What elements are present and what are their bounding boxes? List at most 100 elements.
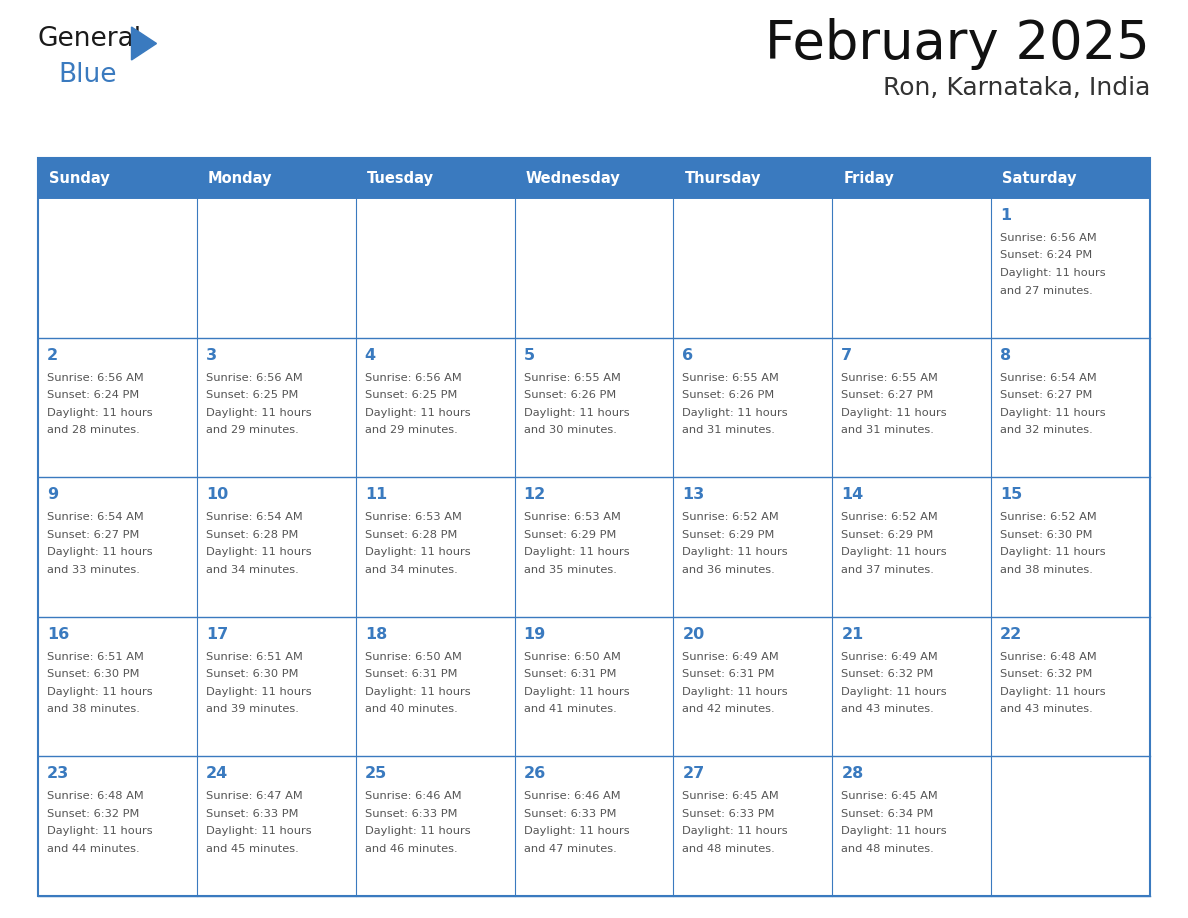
Text: and 40 minutes.: and 40 minutes. [365,704,457,714]
Text: Daylight: 11 hours: Daylight: 11 hours [206,547,311,557]
Text: 11: 11 [365,487,387,502]
Bar [514,338,674,477]
Text: 1: 1 [1000,208,1011,223]
Text: and 34 minutes.: and 34 minutes. [206,565,298,575]
Bar [514,477,674,617]
Bar [674,477,833,617]
Text: Sunset: 6:33 PM: Sunset: 6:33 PM [206,809,298,819]
Text: Sunset: 6:24 PM: Sunset: 6:24 PM [1000,251,1093,261]
Text: Sunrise: 6:54 AM: Sunrise: 6:54 AM [1000,373,1097,383]
Text: 19: 19 [524,627,545,642]
Text: 13: 13 [682,487,704,502]
Text: Sunrise: 6:55 AM: Sunrise: 6:55 AM [524,373,620,383]
Text: Sunset: 6:27 PM: Sunset: 6:27 PM [1000,390,1093,400]
Text: Daylight: 11 hours: Daylight: 11 hours [524,547,630,557]
Bar [833,477,991,617]
Text: and 29 minutes.: and 29 minutes. [206,425,298,435]
Text: 26: 26 [524,767,545,781]
Text: 7: 7 [841,348,853,363]
Bar [38,158,1150,198]
Text: Sunset: 6:31 PM: Sunset: 6:31 PM [682,669,775,679]
Text: Daylight: 11 hours: Daylight: 11 hours [841,687,947,697]
Text: Daylight: 11 hours: Daylight: 11 hours [365,408,470,418]
Text: Sunset: 6:28 PM: Sunset: 6:28 PM [365,530,457,540]
Bar [991,617,1150,756]
Text: Daylight: 11 hours: Daylight: 11 hours [48,547,152,557]
Text: Sunrise: 6:52 AM: Sunrise: 6:52 AM [841,512,939,522]
Text: Sunset: 6:27 PM: Sunset: 6:27 PM [841,390,934,400]
Text: and 37 minutes.: and 37 minutes. [841,565,934,575]
Text: General: General [38,26,143,52]
Text: Sunset: 6:31 PM: Sunset: 6:31 PM [524,669,617,679]
Text: 15: 15 [1000,487,1023,502]
Text: Sunrise: 6:55 AM: Sunrise: 6:55 AM [841,373,939,383]
Bar [991,477,1150,617]
Bar [38,158,1150,896]
Bar [38,756,197,896]
Text: Sunset: 6:32 PM: Sunset: 6:32 PM [841,669,934,679]
Text: Sunrise: 6:50 AM: Sunrise: 6:50 AM [365,652,462,662]
Text: Saturday: Saturday [1003,171,1076,185]
Text: Sunset: 6:32 PM: Sunset: 6:32 PM [1000,669,1093,679]
Bar [355,338,514,477]
Text: Daylight: 11 hours: Daylight: 11 hours [206,408,311,418]
Text: Sunrise: 6:56 AM: Sunrise: 6:56 AM [48,373,144,383]
Bar [833,756,991,896]
Text: 6: 6 [682,348,694,363]
Text: Sunset: 6:33 PM: Sunset: 6:33 PM [682,809,775,819]
Text: Sunrise: 6:49 AM: Sunrise: 6:49 AM [682,652,779,662]
Text: and 33 minutes.: and 33 minutes. [48,565,140,575]
Text: and 43 minutes.: and 43 minutes. [1000,704,1093,714]
Bar [38,617,197,756]
Text: Daylight: 11 hours: Daylight: 11 hours [206,826,311,836]
Bar [991,198,1150,338]
Bar [197,338,355,477]
Text: Sunset: 6:30 PM: Sunset: 6:30 PM [1000,530,1093,540]
Text: Sunrise: 6:51 AM: Sunrise: 6:51 AM [48,652,144,662]
Text: 18: 18 [365,627,387,642]
Polygon shape [132,27,157,60]
Text: 17: 17 [206,627,228,642]
Text: Daylight: 11 hours: Daylight: 11 hours [524,687,630,697]
Text: and 44 minutes.: and 44 minutes. [48,844,140,854]
Text: Sunrise: 6:56 AM: Sunrise: 6:56 AM [365,373,461,383]
Text: Sunrise: 6:48 AM: Sunrise: 6:48 AM [1000,652,1097,662]
Text: Daylight: 11 hours: Daylight: 11 hours [48,408,152,418]
Bar [674,338,833,477]
Text: Sunrise: 6:45 AM: Sunrise: 6:45 AM [682,791,779,801]
Text: Sunset: 6:28 PM: Sunset: 6:28 PM [206,530,298,540]
Text: Daylight: 11 hours: Daylight: 11 hours [682,687,788,697]
Text: Sunrise: 6:48 AM: Sunrise: 6:48 AM [48,791,144,801]
Text: Daylight: 11 hours: Daylight: 11 hours [365,687,470,697]
Text: and 31 minutes.: and 31 minutes. [841,425,934,435]
Text: and 48 minutes.: and 48 minutes. [682,844,776,854]
Text: Daylight: 11 hours: Daylight: 11 hours [1000,268,1106,278]
Text: 5: 5 [524,348,535,363]
Text: Sunrise: 6:49 AM: Sunrise: 6:49 AM [841,652,939,662]
Text: 28: 28 [841,767,864,781]
Text: Sunset: 6:34 PM: Sunset: 6:34 PM [841,809,934,819]
Text: 12: 12 [524,487,545,502]
Text: Sunrise: 6:47 AM: Sunrise: 6:47 AM [206,791,303,801]
Text: and 38 minutes.: and 38 minutes. [48,704,140,714]
Text: Daylight: 11 hours: Daylight: 11 hours [48,826,152,836]
Text: Sunrise: 6:53 AM: Sunrise: 6:53 AM [365,512,462,522]
Text: Daylight: 11 hours: Daylight: 11 hours [841,826,947,836]
Text: Daylight: 11 hours: Daylight: 11 hours [841,408,947,418]
Text: Daylight: 11 hours: Daylight: 11 hours [1000,408,1106,418]
Text: and 42 minutes.: and 42 minutes. [682,704,775,714]
Text: 14: 14 [841,487,864,502]
Bar [355,756,514,896]
Text: Sunrise: 6:56 AM: Sunrise: 6:56 AM [1000,233,1097,243]
Text: Daylight: 11 hours: Daylight: 11 hours [524,408,630,418]
Text: and 46 minutes.: and 46 minutes. [365,844,457,854]
Bar [197,756,355,896]
Text: Friday: Friday [843,171,895,185]
Text: Daylight: 11 hours: Daylight: 11 hours [682,408,788,418]
Text: Sunset: 6:26 PM: Sunset: 6:26 PM [524,390,615,400]
Bar [38,477,197,617]
Text: Sunrise: 6:51 AM: Sunrise: 6:51 AM [206,652,303,662]
Text: 27: 27 [682,767,704,781]
Text: and 38 minutes.: and 38 minutes. [1000,565,1093,575]
Text: 9: 9 [48,487,58,502]
